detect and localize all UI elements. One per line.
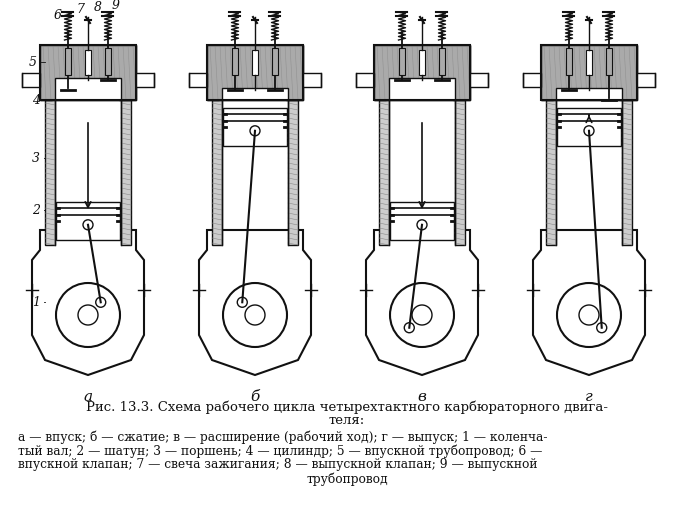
Bar xyxy=(399,48,405,75)
Bar xyxy=(136,73,154,87)
Bar xyxy=(455,100,465,245)
Bar xyxy=(286,45,303,100)
Text: 1: 1 xyxy=(32,295,40,309)
Bar xyxy=(546,100,556,245)
Bar xyxy=(303,73,321,87)
Text: 4: 4 xyxy=(32,94,40,107)
Bar xyxy=(541,45,637,100)
Polygon shape xyxy=(366,230,478,375)
Bar xyxy=(222,88,288,100)
Bar xyxy=(121,100,131,245)
Circle shape xyxy=(597,323,607,333)
Bar xyxy=(119,45,136,100)
Bar xyxy=(586,50,592,75)
Text: 6: 6 xyxy=(54,9,62,22)
Text: г: г xyxy=(585,390,593,404)
Text: теля:: теля: xyxy=(329,414,365,427)
Bar xyxy=(453,45,470,100)
Bar xyxy=(207,45,219,100)
Text: 9: 9 xyxy=(112,0,120,12)
Bar xyxy=(556,88,622,100)
Bar xyxy=(65,48,71,75)
Bar xyxy=(22,73,40,87)
Polygon shape xyxy=(199,230,311,375)
Bar xyxy=(379,100,389,245)
Bar xyxy=(374,45,386,100)
Bar xyxy=(232,48,238,75)
Circle shape xyxy=(417,220,427,230)
Bar xyxy=(40,45,136,100)
Bar xyxy=(356,73,374,87)
Bar xyxy=(389,78,455,100)
Text: трубопровод: трубопровод xyxy=(306,472,388,485)
Circle shape xyxy=(579,305,599,325)
Bar xyxy=(40,45,52,100)
Text: тый вал; 2 — шатун; 3 — поршень; 4 — цилиндр; 5 — впускной трубопровод; 6 —: тый вал; 2 — шатун; 3 — поршень; 4 — цил… xyxy=(18,444,543,457)
Text: а — впуск; б — сжатие; в — расширение (рабочий ход); г — выпуск; 1 — коленча-: а — впуск; б — сжатие; в — расширение (р… xyxy=(18,430,548,443)
Bar xyxy=(566,48,572,75)
Text: 2: 2 xyxy=(32,204,40,217)
Bar xyxy=(557,108,621,146)
Text: 3: 3 xyxy=(32,151,40,165)
Bar xyxy=(541,45,553,100)
Bar xyxy=(374,45,470,100)
Bar xyxy=(419,50,425,75)
Text: в: в xyxy=(418,390,426,404)
Circle shape xyxy=(96,297,105,307)
Bar xyxy=(252,50,258,75)
Bar xyxy=(606,48,612,75)
Bar xyxy=(637,73,655,87)
Circle shape xyxy=(584,126,594,136)
Circle shape xyxy=(405,323,414,333)
Bar xyxy=(523,73,541,87)
Bar xyxy=(207,45,303,100)
Bar xyxy=(272,48,278,75)
Polygon shape xyxy=(32,230,144,375)
Bar xyxy=(45,100,55,245)
Circle shape xyxy=(83,220,93,230)
Circle shape xyxy=(78,305,98,325)
Circle shape xyxy=(245,305,265,325)
Text: 7: 7 xyxy=(76,3,84,16)
Text: впускной клапан; 7 — свеча зажигания; 8 — выпускной клапан; 9 — выпускной: впускной клапан; 7 — свеча зажигания; 8 … xyxy=(18,458,537,471)
Text: Рис. 13.3. Схема рабочего цикла четырехтактного карбюраторного двига-: Рис. 13.3. Схема рабочего цикла четырехт… xyxy=(86,400,608,413)
Bar xyxy=(212,100,222,245)
Bar xyxy=(55,78,121,100)
Bar xyxy=(541,45,637,100)
Bar xyxy=(56,202,120,240)
Bar xyxy=(288,100,298,245)
Bar xyxy=(620,45,637,100)
Circle shape xyxy=(237,297,247,307)
Bar xyxy=(390,202,454,240)
Bar xyxy=(85,50,91,75)
Circle shape xyxy=(250,126,260,136)
Bar xyxy=(439,48,445,75)
Bar xyxy=(189,73,207,87)
Bar xyxy=(622,100,632,245)
Polygon shape xyxy=(533,230,645,375)
Bar xyxy=(207,45,303,100)
Bar xyxy=(40,45,136,100)
Circle shape xyxy=(412,305,432,325)
Text: 8: 8 xyxy=(94,1,102,14)
Text: а: а xyxy=(83,390,92,404)
Bar xyxy=(374,45,470,100)
Text: б: б xyxy=(251,390,260,404)
Bar xyxy=(105,48,111,75)
Text: 5: 5 xyxy=(29,55,37,68)
Bar xyxy=(470,73,488,87)
Bar xyxy=(223,108,287,146)
